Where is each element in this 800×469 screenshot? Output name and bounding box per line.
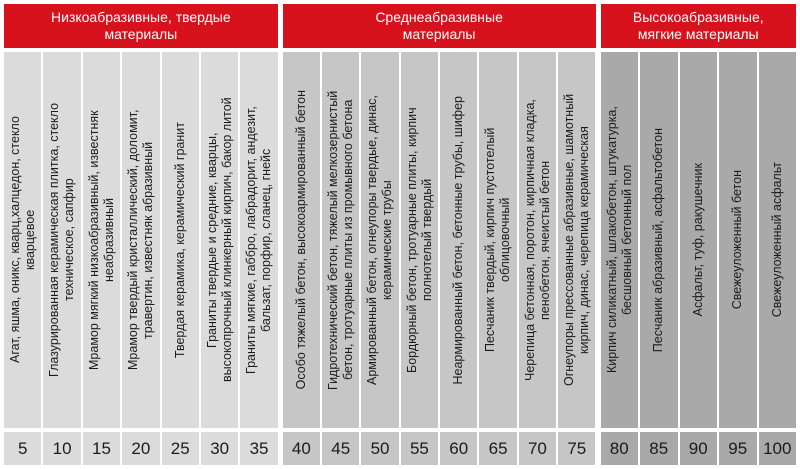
group-header-label: Низкоабразивные, твердые материалы [51,8,231,42]
abrasiveness-value: 15 [82,432,121,465]
material-label: Твердая керамика, керамический гранит [172,121,187,359]
material-cell: Твердая керамика, керамический гранит [161,52,199,428]
material-cell: Асфальт, туф, ракушечник [679,52,717,428]
material-column: Граниты твердые и средние, кварцы, высок… [200,52,239,465]
material-label: Гидротехнический бетон, тяжелый мелкозер… [325,90,355,390]
material-column: Глазурированная керамическая плитка, сте… [43,52,81,465]
group-header: Низкоабразивные, твердые материалы [4,4,278,48]
abrasiveness-value: 20 [122,432,160,465]
material-column: Бордюрный бетон, тротуарные плиты, кирпи… [400,52,439,465]
material-column: Свежеуложенный асфальт 100 [758,52,796,465]
material-label: Глазурированная керамическая плитка, сте… [47,102,77,378]
material-column: Песчаник твердый, кирпич пустотелый обли… [479,52,517,465]
abrasiveness-value: 75 [558,432,596,465]
abrasiveness-value: 95 [719,432,757,465]
material-label: Бордюрный бетон, тротуарные плиты, кирпи… [404,107,434,373]
group-columns: Кирпич силикатный, шлакобетон, штукатурк… [600,52,796,465]
material-cell: Свежеуложенный бетон [719,52,757,428]
material-cell: Граниты мягкие, габбро, лабрадорит, анде… [240,52,278,428]
group-columns: Агат, яшма, оникс, кварц,халцедон, стекл… [4,52,278,465]
abrasiveness-value: 30 [200,432,239,465]
material-column: Армированный бетон, огнеупоры твердые, д… [361,52,399,465]
material-column: Мрамор твердый кристаллический, доломит,… [122,52,160,465]
material-cell: Бордюрный бетон, тротуарные плиты, кирпи… [400,52,439,428]
abrasiveness-value: 100 [758,432,796,465]
abrasiveness-value: 10 [43,432,81,465]
abrasiveness-value: 65 [479,432,517,465]
material-label: Свежеуложенный бетон [730,170,745,310]
material-cell: Песчаник абразивный, асфальтобетон [640,52,678,428]
material-column: Черепица бетонная, поротон, кирпичная кл… [518,52,557,465]
material-label: Песчаник абразивный, асфальтобетон [651,127,666,353]
material-cell: Гидротехнический бетон, тяжелый мелкозер… [322,52,360,428]
material-column: Неармированный бетон, бетонные трубы, ши… [440,52,478,465]
material-label: Неармированный бетон, бетонные трубы, ши… [451,95,466,385]
abrasiveness-value: 25 [161,432,199,465]
group-header: Высокоабразивные, мягкие материалы [600,4,796,48]
material-label: Агат, яшма, оникс, кварц,халцедон, стекл… [7,116,37,364]
group-header: Среднеабразивные материалы [282,4,596,48]
material-label: Мрамор твердый кристаллический, доломит,… [126,109,155,371]
material-label: Огнеупоры прессованные абразивные, шамот… [562,93,591,387]
abrasiveness-value: 40 [282,432,321,465]
material-column: Песчаник абразивный, асфальтобетон 85 [640,52,678,465]
material-cell: Граниты твердые и средние, кварцы, высок… [200,52,239,428]
material-cell: Неармированный бетон, бетонные трубы, ши… [440,52,478,428]
group-columns: Особо тяжелый бетон, высокоармированный … [282,52,596,465]
material-label: Асфальт, туф, ракушечник [690,163,705,317]
material-group-high-abrasive: Высокоабразивные, мягкие материалы Кирпи… [600,4,796,465]
material-label: Свежеуложенный асфальт [769,162,784,318]
material-cell: Армированный бетон, огнеупоры твердые, д… [361,52,399,428]
material-column: Гидротехнический бетон, тяжелый мелкозер… [322,52,360,465]
material-group-low-abrasive: Низкоабразивные, твердые материалы Агат,… [4,4,278,465]
group-header-label: Высокоабразивные, мягкие материалы [632,8,764,42]
material-cell: Мрамор твердый кристаллический, доломит,… [122,52,160,428]
material-column: Огнеупоры прессованные абразивные, шамот… [558,52,596,465]
abrasiveness-value: 70 [518,432,557,465]
material-label: Армированный бетон, огнеупоры твердые, д… [365,95,395,385]
material-cell: Особо тяжелый бетон, высокоармированный … [282,52,321,428]
abrasiveness-value: 80 [600,432,638,465]
material-cell: Мрамор мягкий низкоабразивный, известняк… [82,52,121,428]
group-header-label: Среднеабразивные материалы [375,8,503,42]
material-column: Агат, яшма, оникс, кварц,халцедон, стекл… [4,52,42,465]
abrasiveness-value: 90 [679,432,717,465]
material-label: Особо тяжелый бетон, высокоармированный … [294,90,308,390]
material-label: Песчаник твердый, кирпич пустотелый обли… [483,127,513,353]
material-cell: Кирпич силикатный, шлакобетон, штукатурк… [600,52,638,428]
material-label: Черепица бетонная, поротон, кирпичная кл… [522,99,552,381]
material-column: Особо тяжелый бетон, высокоармированный … [282,52,321,465]
material-cell: Песчаник твердый, кирпич пустотелый обли… [479,52,517,428]
material-cell: Агат, яшма, оникс, кварц,халцедон, стекл… [4,52,42,428]
abrasiveness-value: 55 [400,432,439,465]
material-column: Асфальт, туф, ракушечник 90 [679,52,717,465]
abrasiveness-value: 85 [640,432,678,465]
abrasiveness-value: 35 [240,432,278,465]
material-group-medium-abrasive: Среднеабразивные материалы Особо тяжелый… [282,4,596,465]
material-column: Твердая керамика, керамический гранит 25 [161,52,199,465]
material-label: Кирпич силикатный, шлакобетон, штукатурк… [604,106,634,374]
material-column: Свежеуложенный бетон 95 [719,52,757,465]
material-label: Граниты твердые и средние, кварцы, высок… [204,97,234,383]
abrasiveness-value: 5 [4,432,42,465]
material-label: Граниты мягкие, габбро, лабрадорит, анде… [244,106,274,374]
material-cell: Глазурированная керамическая плитка, сте… [43,52,81,428]
material-cell: Черепица бетонная, поротон, кирпичная кл… [518,52,557,428]
material-column: Кирпич силикатный, шлакобетон, штукатурк… [600,52,638,465]
material-column: Граниты мягкие, габбро, лабрадорит, анде… [240,52,278,465]
material-cell: Свежеуложенный асфальт [758,52,796,428]
abrasiveness-value: 50 [361,432,399,465]
abrasiveness-value: 60 [440,432,478,465]
material-cell: Огнеупоры прессованные абразивные, шамот… [558,52,596,428]
abrasiveness-value: 45 [322,432,360,465]
material-column: Мрамор мягкий низкоабразивный, известняк… [82,52,121,465]
material-label: Мрамор мягкий низкоабразивный, известняк… [86,110,116,370]
